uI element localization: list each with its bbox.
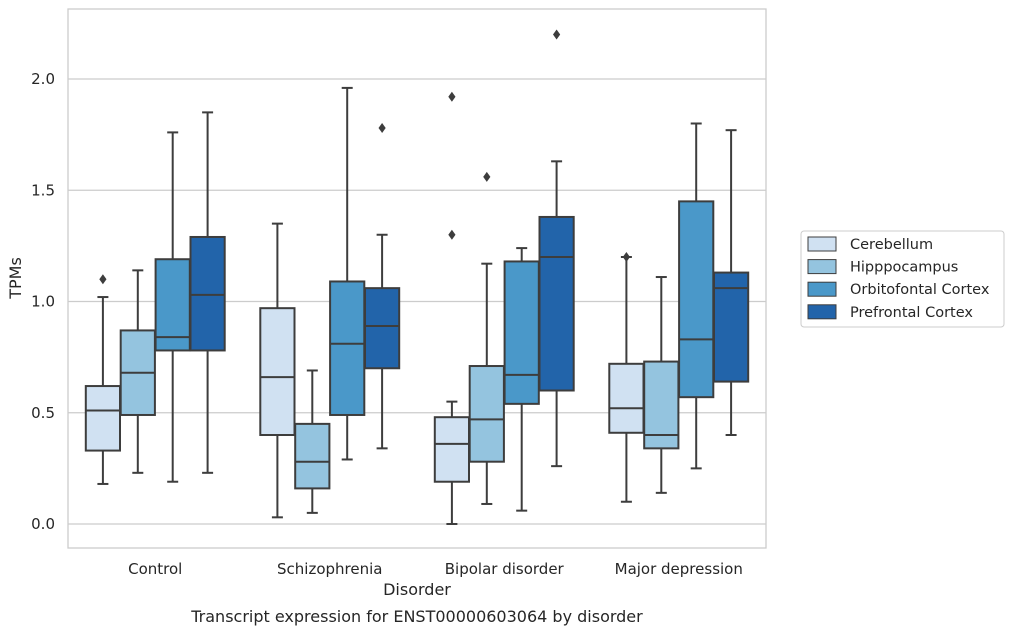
outlier-point [448,229,456,240]
box-hipppocampus [294,369,331,514]
box-iqr [154,258,191,352]
box-iqr [363,287,401,370]
box-cerebellum [608,252,645,503]
box-prefrontal-cortex [363,122,401,450]
box-iqr [538,215,575,392]
box-hipppocampus [468,171,505,505]
legend: Cerebellum Hipppocampus Orbitofontal Corte… [800,230,1005,328]
outlier-point [622,252,630,262]
x-tick-label: Major depression [615,560,743,578]
outlier-point [553,29,561,40]
box-iqr [433,416,471,483]
box-hipppocampus [119,269,156,474]
box-prefrontal-cortex [712,129,750,436]
x-tick-label: Bipolar disorder [445,560,565,578]
box-iqr [84,385,122,452]
box-iqr [468,365,505,463]
y-tick-label: 1.0 [31,293,55,311]
legend-swatch [807,304,837,320]
box-series [84,29,750,525]
box-cerebellum [259,222,296,519]
box-iqr [712,271,750,383]
x-tick-label: Control [128,560,182,578]
y-axis-label: TPMs [6,257,25,300]
legend-frame [800,230,1005,328]
box-iqr [608,362,645,434]
box-iqr [503,260,540,405]
box-iqr [678,200,715,399]
box-prefrontal-cortex [538,29,575,468]
x-tick-labels: Control Schizophrenia Bipolar disorder Majo… [128,560,743,578]
legend-label: Cerebellum [850,237,933,253]
box-cerebellum [84,274,122,485]
box-orbitofontal-cortex [329,86,366,461]
outlier-point [448,91,456,102]
legend-label: Hipppocampus [850,260,958,276]
y-tick-labels: 0.0 0.5 1.0 1.5 2.0 [31,70,55,533]
box-hipppocampus [643,276,680,494]
legend-label: Prefrontal Cortex [850,305,973,321]
box-cerebellum [433,91,471,525]
outlier-point [483,171,491,182]
legend-swatch [807,259,837,275]
y-tick-label: 1.5 [31,181,55,199]
box-iqr [329,280,366,416]
box-orbitofontal-cortex [154,131,191,483]
box-iqr [259,307,296,436]
y-tick-label: 0.0 [31,515,55,533]
box-iqr [294,422,331,490]
x-axis-label: Disorder [383,580,451,599]
figure-caption: Transcript expression for ENST0000060306… [190,607,643,626]
box-prefrontal-cortex [189,111,226,474]
y-tick-label: 2.0 [31,70,55,88]
y-tick-label: 0.5 [31,404,55,422]
outlier-point [99,274,107,285]
legend-swatch [807,281,837,297]
plot-frame [67,8,767,549]
legend-swatch [807,236,837,252]
x-tick-label: Schizophrenia [277,560,382,578]
box-iqr [643,360,680,450]
outlier-point [378,122,386,133]
box-orbitofontal-cortex [503,247,540,512]
box-iqr [189,235,226,352]
legend-label: Orbitofontal Cortex [850,282,990,298]
